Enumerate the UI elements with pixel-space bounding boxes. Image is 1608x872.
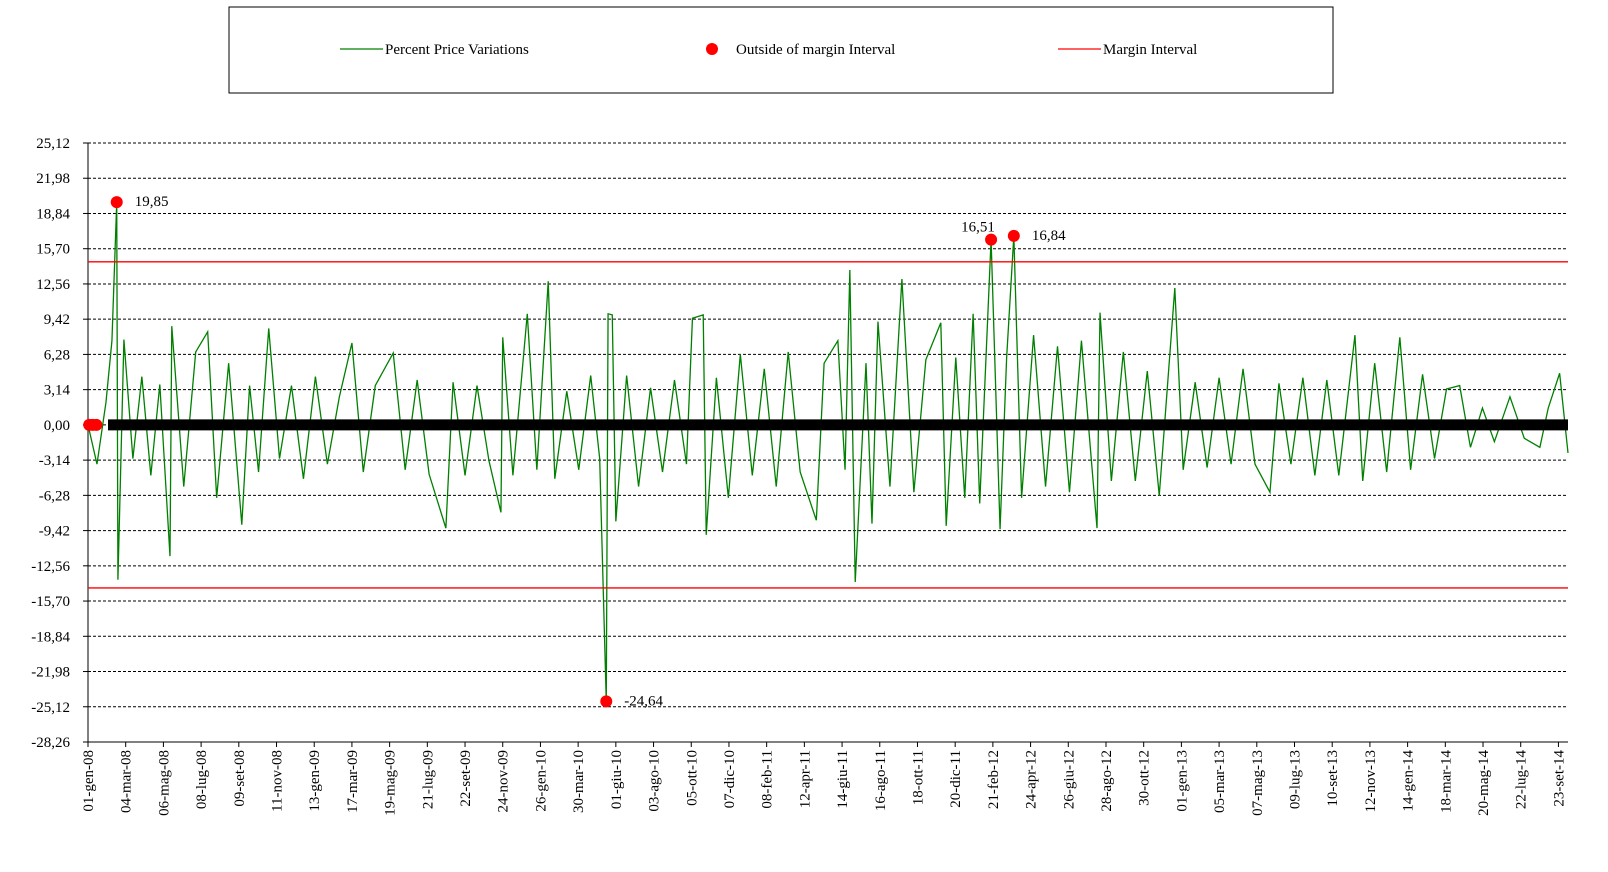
- y-tick-label: -6,28: [39, 488, 70, 504]
- y-tick-label: 3,14: [44, 383, 71, 399]
- x-tick-label: 04-mar-08: [119, 750, 135, 813]
- x-tick-label: 18-ott-11: [910, 750, 926, 805]
- x-tick-label: 24-nov-09: [496, 750, 512, 813]
- y-tick-label: 15,70: [36, 242, 70, 258]
- legend-box: [228, 6, 1334, 94]
- y-tick-label: 25,12: [36, 136, 70, 152]
- data-label: 16,84: [1032, 228, 1066, 244]
- y-tick-label: 6,28: [44, 347, 70, 363]
- x-tick-label: 06-mag-08: [156, 750, 172, 816]
- x-tick-label: 21-feb-12: [986, 750, 1002, 809]
- y-tick-label: -18,84: [31, 629, 70, 645]
- x-tick-label: 05-ott-10: [684, 750, 700, 806]
- x-tick-label: 11-nov-08: [270, 750, 286, 812]
- x-tick-label: 26-giu-12: [1061, 750, 1077, 809]
- x-tick-label: 12-nov-13: [1363, 750, 1379, 813]
- data-label: -24,64: [624, 693, 663, 709]
- y-tick-label: 21,98: [36, 171, 70, 187]
- data-label: 16,51: [961, 220, 995, 236]
- y-tick-label: -21,98: [31, 665, 70, 681]
- x-tick-label: 17-mar-09: [345, 750, 361, 813]
- x-tick-label: 01-giu-10: [609, 750, 625, 809]
- x-tick-label: 10-set-13: [1325, 750, 1341, 807]
- outside-point: [985, 233, 998, 246]
- x-tick-label: 22-set-09: [458, 750, 474, 807]
- y-tick-label: -15,70: [31, 594, 70, 610]
- x-tick-label: 07-mag-13: [1250, 750, 1266, 816]
- outside-point: [110, 196, 123, 209]
- x-tick-label: 20-dic-11: [948, 750, 964, 808]
- legend-label: Margin Interval: [1103, 42, 1197, 58]
- x-tick-label: 26-gen-10: [533, 750, 549, 812]
- x-tick-label: 21-lug-09: [420, 750, 436, 809]
- y-tick-label: -3,14: [39, 453, 71, 469]
- y-tick-label: 18,84: [36, 206, 70, 222]
- y-tick-label: 0,00: [44, 418, 70, 434]
- x-tick-label: 08-feb-11: [760, 750, 776, 809]
- data-label: 19,85: [135, 194, 169, 210]
- x-tick-label: 13-gen-09: [307, 750, 323, 812]
- x-tick-label: 24-apr-12: [1024, 750, 1040, 809]
- x-tick-label: 07-dic-10: [722, 750, 738, 808]
- outside-point: [90, 418, 103, 431]
- x-tick-label: 01-gen-13: [1174, 750, 1190, 812]
- y-tick-label: -28,26: [31, 735, 70, 751]
- x-tick-label: 30-ott-12: [1137, 750, 1153, 806]
- x-tick-label: 20-mag-14: [1476, 750, 1492, 816]
- x-tick-label: 14-giu-11: [835, 750, 851, 809]
- x-tick-label: 22-lug-14: [1514, 750, 1530, 810]
- x-tick-label: 16-ago-11: [873, 750, 889, 811]
- x-tick-label: 28-ago-12: [1099, 750, 1115, 812]
- outside-point: [1007, 229, 1020, 242]
- y-tick-label: -25,12: [31, 700, 70, 716]
- x-tick-label: 01-gen-08: [81, 750, 97, 812]
- y-tick-label: -9,42: [39, 524, 70, 540]
- legend-label: Outside of margin Interval: [736, 42, 895, 58]
- y-tick-label: 12,56: [36, 277, 70, 293]
- x-tick-label: 09-lug-13: [1288, 750, 1304, 809]
- x-tick-label: 14-gen-14: [1401, 750, 1417, 812]
- x-tick-label: 08-lug-08: [194, 750, 210, 809]
- x-tick-label: 18-mar-14: [1438, 750, 1454, 814]
- y-tick-label: -12,56: [31, 559, 70, 575]
- x-tick-label: 30-mar-10: [571, 750, 587, 813]
- x-tick-label: 19-mag-09: [383, 750, 399, 816]
- outside-point: [600, 695, 613, 708]
- legend-symbol: [706, 43, 718, 55]
- y-tick-label: 9,42: [44, 312, 70, 328]
- x-tick-label: 09-set-08: [232, 750, 248, 807]
- legend-label: Percent Price Variations: [385, 42, 529, 58]
- x-tick-label: 12-apr-11: [797, 750, 813, 808]
- x-tick-label: 03-ago-10: [647, 750, 663, 812]
- price-line: [87, 202, 1569, 702]
- x-tick-label: 23-set-14: [1551, 750, 1567, 807]
- x-tick-label: 05-mar-13: [1212, 750, 1228, 813]
